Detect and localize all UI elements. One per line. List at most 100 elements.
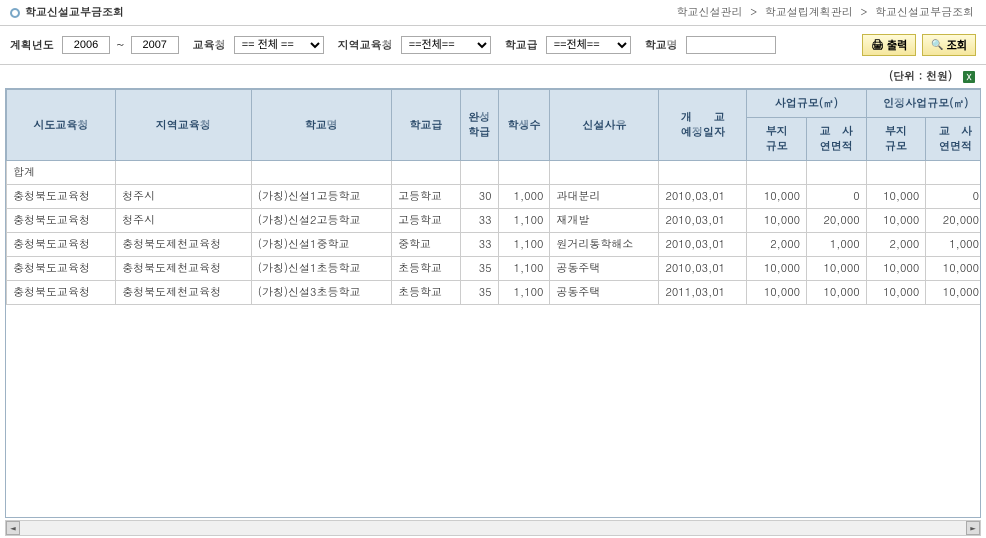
cell-classes: 35 bbox=[461, 281, 499, 305]
year-tilde: ~ bbox=[116, 38, 125, 53]
scroll-right-arrow[interactable]: ► bbox=[966, 521, 980, 535]
cell-land-scale-1: 10,000 bbox=[747, 209, 807, 233]
col-region: 지역교육청 bbox=[116, 90, 252, 161]
cell-classes: 35 bbox=[461, 257, 499, 281]
cell-open-date: 2010,03,01 bbox=[659, 257, 747, 281]
year-to-input[interactable] bbox=[131, 36, 179, 54]
cell-land-scale-1: 10,000 bbox=[747, 257, 807, 281]
cell-grade: 초등학교 bbox=[391, 257, 460, 281]
cell-land-scale-1: 10,000 bbox=[747, 281, 807, 305]
cell-floor-area-1: 1,000 bbox=[807, 233, 867, 257]
cell-reason: 재개발 bbox=[550, 209, 659, 233]
cell-floor-area-1: 0 bbox=[807, 185, 867, 209]
cell-land-scale-1: 10,000 bbox=[747, 185, 807, 209]
col-school: 학교명 bbox=[251, 90, 391, 161]
cell-reason: 과대분리 bbox=[550, 185, 659, 209]
cell-school: (가칭)신설3초등학교 bbox=[251, 281, 391, 305]
col-reason: 신설사유 bbox=[550, 90, 659, 161]
cell-students: 1,100 bbox=[498, 257, 550, 281]
cell-reason: 공동주택 bbox=[550, 281, 659, 305]
table-header: 시도교육청 지역교육청 학교명 학교급 완성 학급 학생수 신설사유 개 교 예… bbox=[7, 90, 982, 161]
cell-school: (가칭)신설1중학교 bbox=[251, 233, 391, 257]
cell-sido: 충청북도교육청 bbox=[7, 233, 116, 257]
cell-open-date: 2011,03,01 bbox=[659, 281, 747, 305]
page-title: 학교신설교부금조회 bbox=[25, 5, 124, 20]
cell-floor-area-1: 10,000 bbox=[807, 281, 867, 305]
cell-sido: 충청북도교육청 bbox=[7, 185, 116, 209]
edu-office-select[interactable]: == 전체 == bbox=[234, 36, 324, 54]
table-row[interactable]: 충청북도교육청청주시(가칭)신설2고등학교고등학교331,100재개발2010,… bbox=[7, 209, 982, 233]
cell-sido: 충청북도교육청 bbox=[7, 257, 116, 281]
search-button[interactable]: 🔍 조회 bbox=[922, 34, 976, 56]
cell-sido: 충청북도교육청 bbox=[7, 209, 116, 233]
col-floor-area-2: 교 사 연면적 bbox=[926, 118, 981, 161]
cell-floor-area-2: 20,000 bbox=[926, 209, 981, 233]
breadcrumb-item[interactable]: 학교신설관리 bbox=[677, 5, 743, 20]
cell-floor-area-1: 20,000 bbox=[807, 209, 867, 233]
cell-classes: 30 bbox=[461, 185, 499, 209]
print-button[interactable]: 🖨 출력 bbox=[862, 34, 916, 56]
horizontal-scrollbar[interactable]: ◄ ► bbox=[5, 520, 981, 536]
col-floor-area-1: 교 사 연면적 bbox=[807, 118, 867, 161]
cell-land-scale-1: 2,000 bbox=[747, 233, 807, 257]
scroll-left-arrow[interactable]: ◄ bbox=[6, 521, 20, 535]
cell-floor-area-2: 10,000 bbox=[926, 281, 981, 305]
cell-students: 1,100 bbox=[498, 233, 550, 257]
table-row[interactable]: 충청북도교육청충청북도제천교육청(가칭)신설3초등학교초등학교351,100공동… bbox=[7, 281, 982, 305]
col-students: 학생수 bbox=[498, 90, 550, 161]
page-header: 학교신설교부금조회 학교신설관리 > 학교설립계획관리 > 학교신설교부금조회 bbox=[0, 0, 986, 26]
cell-floor-area-2: 1,000 bbox=[926, 233, 981, 257]
year-label: 계획년도 bbox=[10, 38, 54, 53]
col-open-date: 개 교 예정일자 bbox=[659, 90, 747, 161]
cell-grade: 고등학교 bbox=[391, 209, 460, 233]
col-land-scale-2: 부지 규모 bbox=[866, 118, 926, 161]
cell-sido: 충청북도교육청 bbox=[7, 281, 116, 305]
breadcrumb-sep: > bbox=[860, 5, 867, 20]
table-body: 합계 충청북도교육청청주시(가칭)신설1고등학교고등학교301,000과대분리2… bbox=[7, 161, 982, 305]
grade-select[interactable]: ==전체== bbox=[546, 36, 631, 54]
cell-region: 청주시 bbox=[116, 185, 252, 209]
col-approved-scale-group: 인정사업규모(㎡) bbox=[866, 90, 981, 118]
col-sido: 시도교육청 bbox=[7, 90, 116, 161]
cell-open-date: 2010,03,01 bbox=[659, 233, 747, 257]
breadcrumb-item[interactable]: 학교설립계획관리 bbox=[765, 5, 853, 20]
grade-label: 학교급 bbox=[505, 38, 538, 53]
year-from-input[interactable] bbox=[62, 36, 110, 54]
unit-label: (단위 : 천원) bbox=[889, 69, 952, 84]
cell-open-date: 2010,03,01 bbox=[659, 185, 747, 209]
breadcrumb-item[interactable]: 학교신설교부금조회 bbox=[875, 5, 974, 20]
region-label: 지역교육청 bbox=[338, 38, 393, 53]
cell-region: 청주시 bbox=[116, 209, 252, 233]
cell-region: 충청북도제천교육청 bbox=[116, 233, 252, 257]
col-classes: 완성 학급 bbox=[461, 90, 499, 161]
school-name-label: 학교명 bbox=[645, 38, 678, 53]
region-select[interactable]: ==전체== bbox=[401, 36, 491, 54]
table-row[interactable]: 충청북도교육청청주시(가칭)신설1고등학교고등학교301,000과대분리2010… bbox=[7, 185, 982, 209]
data-table: 시도교육청 지역교육청 학교명 학교급 완성 학급 학생수 신설사유 개 교 예… bbox=[6, 89, 981, 305]
cell-school: (가칭)신설2고등학교 bbox=[251, 209, 391, 233]
col-land-scale-1: 부지 규모 bbox=[747, 118, 807, 161]
edu-office-label: 교육청 bbox=[193, 38, 226, 53]
breadcrumb-sep: > bbox=[750, 5, 757, 20]
cell-region: 충청북도제천교육청 bbox=[116, 257, 252, 281]
cell-school: (가칭)신설1고등학교 bbox=[251, 185, 391, 209]
cell-students: 1,100 bbox=[498, 209, 550, 233]
excel-export-icon[interactable]: X bbox=[962, 70, 976, 84]
table-row[interactable]: 충청북도교육청충청북도제천교육청(가칭)신설1초등학교초등학교351,100공동… bbox=[7, 257, 982, 281]
school-name-input[interactable] bbox=[686, 36, 776, 54]
breadcrumb: 학교신설관리 > 학교설립계획관리 > 학교신설교부금조회 bbox=[675, 5, 977, 20]
unit-bar: (단위 : 천원) X bbox=[0, 65, 986, 88]
cell-grade: 고등학교 bbox=[391, 185, 460, 209]
cell-floor-area-1: 10,000 bbox=[807, 257, 867, 281]
cell-floor-area-2: 10,000 bbox=[926, 257, 981, 281]
filter-bar: 계획년도 ~ 교육청 == 전체 == 지역교육청 ==전체== 학교급 ==전… bbox=[0, 26, 986, 65]
cell-land-scale-2: 10,000 bbox=[866, 257, 926, 281]
col-biz-scale-group: 사업규모(㎡) bbox=[747, 90, 866, 118]
title-bullet-icon bbox=[10, 8, 20, 18]
table-scroll-wrapper[interactable]: 시도교육청 지역교육청 학교명 학교급 완성 학급 학생수 신설사유 개 교 예… bbox=[5, 88, 981, 518]
cell-reason: 원거리통학해소 bbox=[550, 233, 659, 257]
table-total-row: 합계 bbox=[7, 161, 982, 185]
cell-land-scale-2: 10,000 bbox=[866, 185, 926, 209]
table-row[interactable]: 충청북도교육청충청북도제천교육청(가칭)신설1중학교중학교331,100원거리통… bbox=[7, 233, 982, 257]
cell-classes: 33 bbox=[461, 209, 499, 233]
